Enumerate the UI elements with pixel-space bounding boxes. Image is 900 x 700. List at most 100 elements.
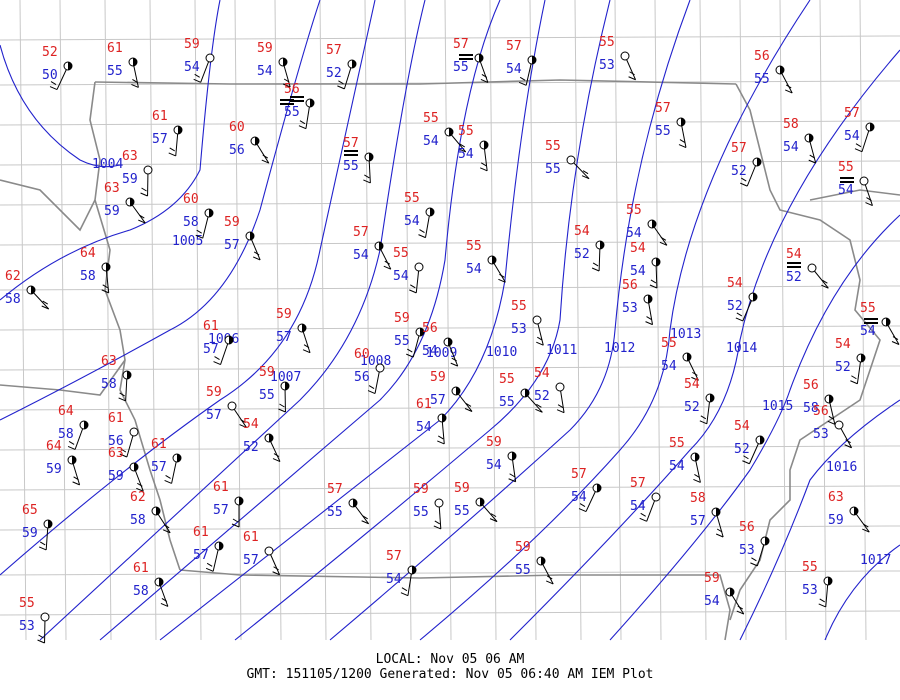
wind-barb-flag [138,219,146,224]
station-temperature: 60 [183,192,199,207]
station-plot: 55 54 [626,203,668,246]
county-line [0,325,900,331]
sky-cover-fill [597,484,601,492]
station-plot: 54 54 [630,241,661,289]
wind-barb-flag [282,83,291,88]
station-dewpoint: 59 [122,172,138,187]
wind-barb-flag [232,518,239,523]
isobar-label: 1004 [92,157,123,172]
wind-barb-flag [821,284,829,289]
station-temperature: 59 [206,385,222,400]
wind-barb-flag [137,482,143,487]
station-dewpoint: 55 [754,72,770,87]
wind-barb-flag [165,475,171,479]
sky-cover-fill [648,295,652,303]
station-dewpoint: 54 [393,269,409,284]
wind-barb-flag [131,83,139,88]
station-dewpoint: 58 [803,401,819,416]
station-plot: 64 58 [58,404,89,450]
wind-barb-flag [854,148,863,153]
wind-barb-flag [169,147,175,152]
station-temperature: 59 [257,41,273,56]
station-plot: 61 57 [193,525,224,572]
wind-barb-flag [68,441,75,445]
station-dewpoint: 55 [284,105,300,120]
station-plot: 61 57 [151,437,182,484]
sky-cover-fill [681,118,685,126]
isobar-label: 1010 [486,345,517,360]
station-temperature: 61 [213,480,229,495]
station-dewpoint: 54 [669,459,685,474]
isobar-label: 1009 [426,346,457,361]
station-plot: 61 56 [108,411,139,458]
station-dewpoint: 59 [828,513,844,528]
station-dewpoint: 54 [458,147,474,162]
wind-barb-flag [715,533,724,538]
isobar-label: 1011 [546,343,577,358]
isobar-label: 1017 [860,553,891,568]
station-temperature: 62 [130,490,146,505]
wind-barb-flag [639,517,647,522]
wind-barb-flag [866,197,872,202]
wind-barb-flag [700,415,707,420]
station-temperature: 64 [80,246,96,261]
station-plot: 57 54 [353,225,392,270]
station-dewpoint: 58 [130,513,146,528]
wind-barb-flag [819,598,825,603]
wind-barb-flag [205,567,214,572]
sky-cover-fill [449,128,453,136]
isobar-label: 1014 [726,341,757,356]
wind-barb-flag [272,571,280,576]
station-dewpoint: 55 [259,388,275,403]
station-dewpoint: 53 [802,583,818,598]
sky-cover-icon [375,363,385,373]
wind-barb-flag [865,202,873,207]
station-dewpoint: 56 [229,143,245,158]
station-dewpoint: 58 [5,292,21,307]
wind-barb-flag [660,236,667,241]
sky-cover-fill [757,158,761,166]
station-plot: 57 55 [453,37,489,83]
station-plot: 55 53 [511,299,544,346]
county-line [0,365,900,371]
wind-barb-flag [273,453,280,457]
county-line [364,0,372,641]
station-plot: 61 57 [213,480,244,528]
wind-barb-flag [407,348,413,353]
county-line [819,0,827,641]
state-line-ne [809,189,900,201]
station-plot: 55 54 [860,301,900,345]
station-plot: 57 52 [731,141,762,187]
county-line [0,445,900,451]
station-temperature: 61 [133,561,149,576]
sky-cover-icon [264,546,274,556]
wind-barb-flag [537,336,543,341]
sky-cover-fill [829,395,833,403]
sky-cover-fill [600,241,604,249]
station-dewpoint: 57 [224,238,240,253]
wind-barb-flag [451,357,457,362]
wind-barb-flag [278,408,286,413]
station-plot: 54 52 [734,419,765,465]
station-temperature: 55 [838,160,854,175]
station-dewpoint: 58 [58,427,74,442]
station-plot: 55 53 [599,35,637,81]
isobar-1017 [824,544,900,641]
station-plot: 57 54 [844,106,875,153]
sky-cover-fill [479,54,483,62]
isobar-1007 [0,0,376,576]
wind-barb-flag [556,409,565,414]
station-plot: 55 54 [404,191,435,239]
station-temperature: 59 [430,370,446,385]
station-plot: 62 58 [130,490,171,534]
station-plot: 54 52 [786,247,829,289]
isobar-1015 [609,214,900,641]
wind-barb-flag [279,403,285,408]
sky-cover-fill [780,66,784,74]
sky-cover-fill [159,578,163,586]
wind-barb-flag [364,174,370,179]
wind-barb-flag [822,279,828,284]
sky-cover-fill [127,371,131,379]
wind-barb-flag [557,404,564,409]
